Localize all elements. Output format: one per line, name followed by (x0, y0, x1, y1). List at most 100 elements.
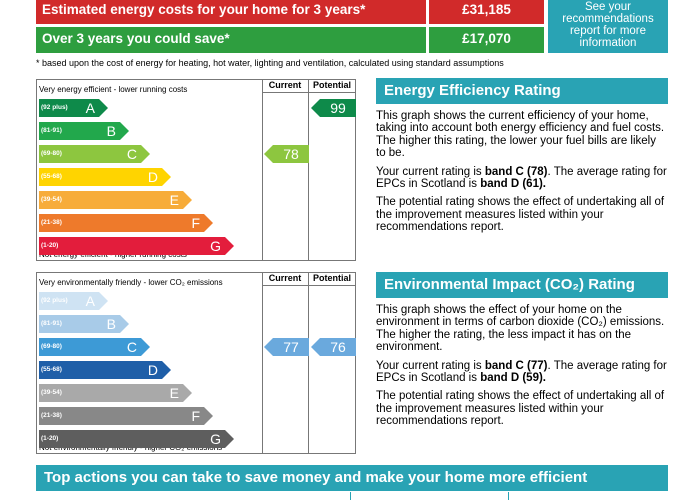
estimated-costs-row: Estimated energy costs for your home for… (36, 0, 544, 24)
band-range: (39-54) (41, 196, 62, 203)
estimated-costs-value: £31,185 (429, 0, 544, 24)
band-range: (81-91) (41, 127, 62, 134)
potential-rating-value: 99 (320, 99, 356, 117)
text-fragment: Your current rating is (376, 359, 485, 372)
marker-arrow (311, 99, 320, 117)
band-arrow (183, 191, 192, 209)
savings-label: Over 3 years you could save* (36, 27, 426, 53)
band-range: (55-68) (41, 173, 62, 180)
potential-rating-value: 76 (320, 338, 356, 356)
environmental-rating-para-3: The potential rating shows the effect of… (376, 390, 665, 428)
chart-top-caption: Very environmentally friendly - lower CO… (39, 278, 223, 287)
band-arrow (183, 384, 192, 402)
band-range: (69-80) (41, 150, 62, 157)
band-range: (92 plus) (41, 297, 68, 304)
band-letter: F (191, 215, 200, 231)
energy-rating-para-1: This graph shows the current efficiency … (376, 110, 665, 160)
band-e: (39-54) E (39, 191, 192, 209)
band-range: (1-20) (41, 242, 59, 249)
energy-rating-text: This graph shows the current efficiency … (376, 110, 668, 240)
band-arrow (120, 315, 129, 333)
band-arrow (225, 237, 234, 255)
environmental-rating-para-2: Your current rating is band C (77). The … (376, 360, 668, 385)
band-d: (55-68) D (39, 361, 171, 379)
potential-column-header: Potential (312, 273, 351, 283)
current-column-header: Current (268, 80, 302, 90)
current-band-text: band C (77) (484, 359, 548, 372)
average-band-text: band D (59). (480, 372, 546, 385)
band-letter: D (147, 362, 158, 378)
marker-arrow (264, 145, 273, 163)
band-b: (81-91) B (39, 315, 129, 333)
table-divider (508, 492, 509, 500)
band-letter: E (169, 192, 179, 208)
band-range: (81-91) (41, 320, 62, 327)
band-arrow (204, 214, 213, 232)
environmental-rating-text: This graph shows the effect of your home… (376, 304, 668, 434)
marker-arrow (264, 338, 273, 356)
band-letter: C (126, 146, 137, 162)
band-f: (21-38) F (39, 214, 213, 232)
band-range: (1-20) (41, 435, 59, 442)
band-arrow (225, 430, 234, 448)
average-band-text: band D (61). (480, 178, 546, 191)
band-letter: A (85, 100, 95, 116)
band-arrow (99, 99, 108, 117)
chart-top-caption: Very energy efficient - lower running co… (39, 85, 188, 94)
band-letter: F (191, 408, 200, 424)
current-band-text: band C (78) (484, 165, 548, 178)
band-d: (55-68) D (39, 168, 171, 186)
current-rating-value: 78 (273, 145, 309, 163)
band-letter: A (85, 293, 95, 309)
band-g: (1-20) G (39, 237, 234, 255)
see-recommendations-link[interactable]: See your recommendations report for more… (548, 0, 668, 53)
band-arrow (204, 407, 213, 425)
cost-footnote: * based upon the cost of energy for heat… (36, 58, 504, 68)
band-letter: G (210, 238, 221, 254)
text-fragment: Your current rating is (376, 165, 485, 178)
band-range: (21-38) (41, 412, 62, 419)
band-arrow (162, 168, 171, 186)
band-arrow (141, 145, 150, 163)
band-arrow (141, 338, 150, 356)
environmental-rating-para-1: This graph shows the effect of your home… (376, 304, 665, 354)
band-g: (1-20) G (39, 430, 234, 448)
estimated-costs-label: Estimated energy costs for your home for… (36, 0, 426, 24)
band-c: (69-80) C (39, 145, 150, 163)
band-range: (92 plus) (41, 104, 68, 111)
band-b: (81-91) B (39, 122, 129, 140)
band-letter: C (126, 339, 137, 355)
band-letter: D (147, 169, 158, 185)
energy-efficiency-chart: Current Potential Very energy efficient … (36, 79, 356, 261)
band-letter: G (210, 431, 221, 447)
band-a: (92 plus) A (39, 99, 108, 117)
energy-rating-para-3: The potential rating shows the effect of… (376, 196, 665, 234)
band-arrow (162, 361, 171, 379)
potential-column-header: Potential (312, 80, 351, 90)
savings-value: £17,070 (429, 27, 544, 53)
text-fragment: . The average rating for EPCs in Scotlan… (376, 165, 667, 191)
text-fragment: . The average rating for EPCs in Scotlan… (376, 359, 667, 385)
current-rating-value: 77 (273, 338, 309, 356)
environmental-rating-title: Environmental Impact (CO₂) Rating (376, 272, 668, 298)
band-c: (69-80) C (39, 338, 150, 356)
environmental-impact-chart: Current Potential Very environmentally f… (36, 272, 356, 454)
savings-row: Over 3 years you could save* £17,070 (36, 27, 544, 53)
current-column-header: Current (268, 273, 302, 283)
energy-rating-title: Energy Efficiency Rating (376, 78, 668, 104)
top-actions-banner: Top actions you can take to save money a… (36, 465, 668, 491)
energy-rating-para-2: Your current rating is band C (78). The … (376, 166, 668, 191)
band-a: (92 plus) A (39, 292, 108, 310)
marker-arrow (311, 338, 320, 356)
band-range: (21-38) (41, 219, 62, 226)
band-letter: B (106, 123, 116, 139)
band-letter: E (169, 385, 179, 401)
table-divider (350, 492, 351, 500)
band-range: (69-80) (41, 343, 62, 350)
band-f: (21-38) F (39, 407, 213, 425)
band-range: (39-54) (41, 389, 62, 396)
band-letter: B (106, 316, 116, 332)
band-arrow (99, 292, 108, 310)
band-arrow (120, 122, 129, 140)
band-range: (55-68) (41, 366, 62, 373)
